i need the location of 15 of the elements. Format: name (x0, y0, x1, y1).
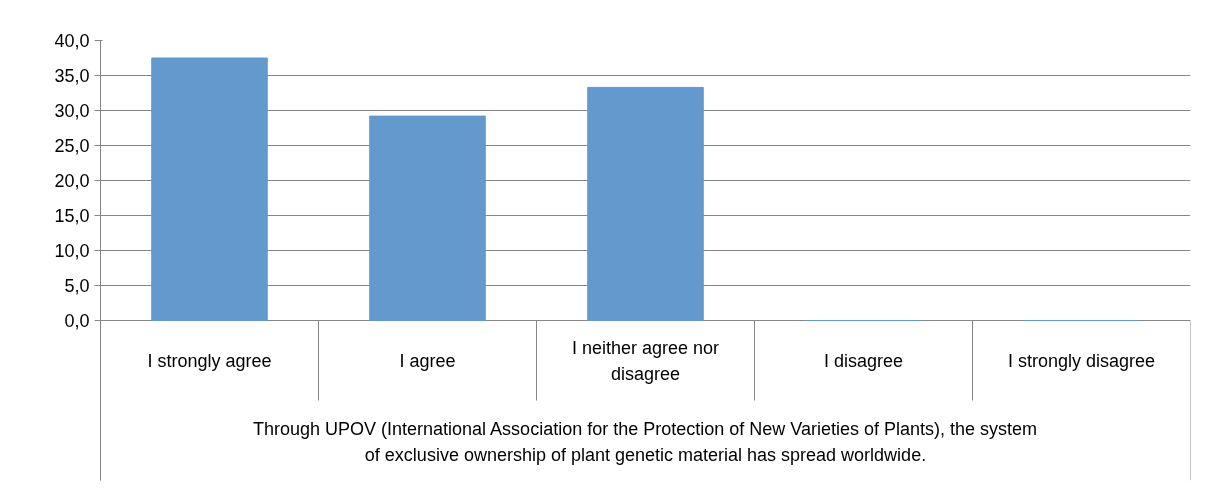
x-axis-title: Through UPOV (International Association for the Protection of New Varieties of Plants), the system of exclusive ownership of plant genetic material has spread worldwide. (252, 418, 1038, 465)
y-tick-label: 30,0 (54, 101, 90, 121)
x-tick-label: I agree (399, 350, 456, 371)
y-tick-label: 20,0 (54, 171, 90, 191)
x-tick-label: I neither agree nor disagree (571, 337, 720, 384)
x-tick-label: I strongly agree (147, 350, 272, 371)
y-tick-label: 35,0 (54, 66, 90, 86)
y-tick-label: 5,0 (64, 276, 90, 296)
y-tick-label: 0,0 (64, 311, 90, 331)
y-tick-label: 15,0 (54, 206, 90, 226)
y-tick-label: 40,0 (54, 31, 90, 51)
x-tick-label: I strongly disagree (1007, 350, 1156, 371)
y-tick-label: 25,0 (54, 136, 90, 156)
x-tick-label: I disagree (823, 350, 904, 371)
y-tick-label: 10,0 (54, 241, 90, 261)
